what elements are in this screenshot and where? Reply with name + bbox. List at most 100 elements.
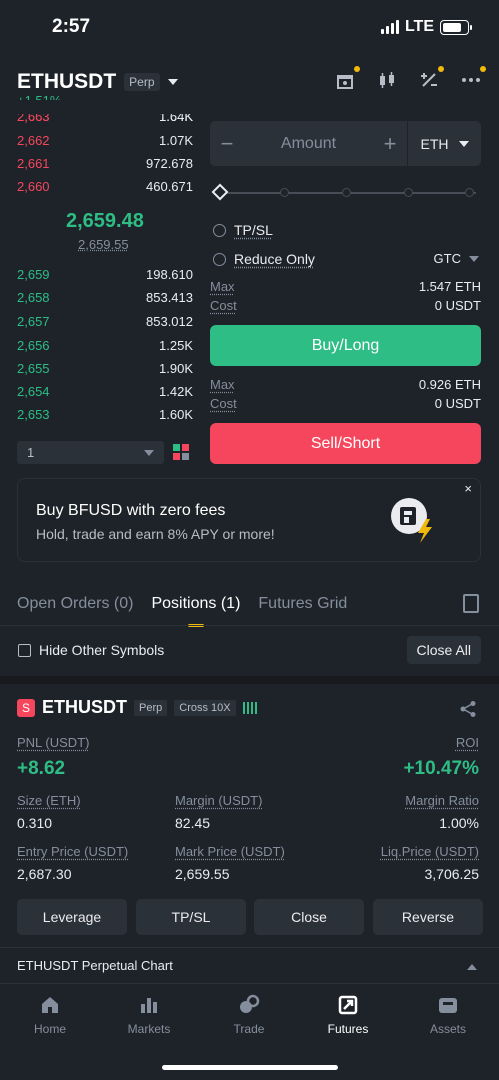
- position-symbol[interactable]: ETHUSDT: [42, 697, 127, 717]
- promo-banner[interactable]: Buy BFUSD with zero fees Hold, trade and…: [17, 478, 481, 562]
- last-price: 2,659.48: [66, 210, 144, 232]
- trade-icon: [238, 994, 260, 1016]
- bid-row[interactable]: 2,657 853.012: [17, 313, 193, 329]
- radio-icon[interactable]: [213, 223, 226, 237]
- bid-row[interactable]: 2,655 1.90K: [17, 360, 193, 376]
- adl-indicator-icon: [242, 701, 257, 714]
- nav-assets[interactable]: Assets: [408, 994, 488, 1036]
- close-all-button[interactable]: Close All: [406, 636, 481, 664]
- nav-home[interactable]: Home: [10, 994, 90, 1036]
- nav-trade[interactable]: Trade: [209, 994, 289, 1036]
- bid-row[interactable]: 2,653 1.60K: [17, 406, 193, 422]
- margin-mode-tag[interactable]: Cross 10X: [174, 699, 236, 716]
- depth-value: 1: [27, 445, 35, 460]
- mark-price-label: Mark Price (USDT): [175, 844, 285, 859]
- markets-icon: [138, 994, 160, 1016]
- tpsl-button[interactable]: TP/SL: [136, 899, 246, 935]
- symbol-name: ETHUSDT: [17, 70, 117, 93]
- tab-positions[interactable]: Positions (1): [151, 595, 241, 627]
- leverage-button[interactable]: Leverage: [17, 899, 127, 935]
- reduce-only-option[interactable]: Reduce Only: [213, 251, 315, 267]
- position-header: S ETHUSDT Perp Cross 10X: [17, 697, 257, 718]
- symbol-selector[interactable]: ETHUSDT Perp: [17, 70, 178, 94]
- entry-price-label: Entry Price (USDT): [17, 844, 129, 859]
- chart-toggle[interactable]: ETHUSDT Perpetual Chart: [17, 958, 173, 973]
- ask-row[interactable]: 2,660 460.671: [17, 178, 193, 194]
- roi-label: ROI: [455, 735, 479, 750]
- tpsl-option[interactable]: TP/SL: [213, 222, 273, 238]
- sell-cost-row: Cost 0 USDT: [210, 396, 481, 411]
- chevron-down-icon: [469, 255, 479, 262]
- mark-price: 2,659.55: [78, 237, 129, 252]
- bfusd-logo-icon: [390, 497, 440, 550]
- status-time: 2:57: [52, 16, 91, 37]
- tab-open-orders[interactable]: Open Orders (0): [17, 595, 134, 612]
- futures-icon: [337, 994, 359, 1016]
- margin-label: Margin (USDT): [175, 793, 263, 808]
- divider: [0, 625, 499, 626]
- size-label: Size (ETH): [17, 793, 81, 808]
- amount-input[interactable]: − Amount + ETH: [210, 121, 481, 166]
- ask-row[interactable]: 2,662 1.07K: [17, 132, 193, 148]
- checkbox-icon[interactable]: [18, 643, 31, 657]
- promo-subtitle: Hold, trade and earn 8% APY or more!: [36, 526, 275, 542]
- battery-icon: [440, 19, 472, 35]
- more-icon[interactable]: [461, 66, 486, 90]
- unit-selector[interactable]: ETH: [407, 121, 481, 166]
- candlestick-icon[interactable]: [377, 70, 397, 90]
- margin-ratio-value: 1.00%: [439, 815, 479, 831]
- gift-icon[interactable]: [335, 66, 360, 90]
- orderbook-layout-icon[interactable]: [173, 444, 189, 460]
- chevron-up-icon[interactable]: [467, 964, 477, 970]
- nav-futures[interactable]: Futures: [308, 994, 388, 1036]
- order-history-icon[interactable]: [463, 594, 479, 613]
- wallet-icon: [437, 994, 459, 1016]
- promo-title: Buy BFUSD with zero fees: [36, 502, 226, 519]
- bottom-nav: Home Markets Trade Futures Assets: [0, 983, 499, 1080]
- bid-row[interactable]: 2,659 198.610: [17, 266, 193, 282]
- mark-price-value: 2,659.55: [175, 866, 230, 882]
- increase-button[interactable]: +: [383, 130, 397, 156]
- decrease-button[interactable]: −: [220, 130, 234, 156]
- network-label: LTE: [404, 18, 434, 35]
- roi-value: +10.47%: [403, 758, 479, 779]
- close-icon[interactable]: ×: [464, 481, 472, 496]
- bid-row[interactable]: 2,658 853.413: [17, 289, 193, 305]
- amount-placeholder[interactable]: Amount: [280, 134, 337, 152]
- close-position-button[interactable]: Close: [254, 899, 364, 935]
- share-icon[interactable]: [459, 700, 477, 723]
- buy-cost-row: Cost 0 USDT: [210, 298, 481, 313]
- bid-row[interactable]: 2,654 1.42K: [17, 383, 193, 399]
- time-in-force-selector[interactable]: GTC: [434, 251, 479, 266]
- amount-slider[interactable]: [211, 183, 476, 201]
- positions-tabs: Open Orders (0) Positions (1) Futures Gr…: [17, 595, 348, 627]
- pnl-value: +8.62: [17, 758, 66, 779]
- short-badge: S: [17, 698, 35, 717]
- ask-row[interactable]: 2,661 972.678: [17, 155, 193, 171]
- sell-short-button[interactable]: Sell/Short: [210, 423, 481, 464]
- divider: [0, 676, 499, 684]
- margin-value: 82.45: [175, 815, 211, 831]
- nav-markets[interactable]: Markets: [109, 994, 189, 1036]
- status-indicators: LTE: [380, 18, 472, 36]
- buy-max-row: Max 1.547 ETH: [210, 279, 481, 294]
- calculator-icon[interactable]: [419, 66, 444, 90]
- chevron-down-icon: [458, 140, 469, 147]
- hide-other-symbols[interactable]: Hide Other Symbols: [18, 642, 164, 658]
- size-value: 0.310: [17, 815, 53, 831]
- home-icon: [39, 994, 61, 1016]
- signal-icon: [380, 20, 399, 34]
- liq-price-label: Liq.Price (USDT): [380, 844, 479, 859]
- perp-tag: Perp: [134, 699, 168, 716]
- buy-long-button[interactable]: Buy/Long: [210, 325, 481, 366]
- bid-row[interactable]: 2,656 1.25K: [17, 337, 193, 353]
- home-indicator[interactable]: [162, 1065, 338, 1070]
- slider-handle[interactable]: [211, 183, 229, 201]
- liq-price-value: 3,706.25: [424, 866, 480, 882]
- radio-icon[interactable]: [213, 252, 226, 266]
- perp-tag: Perp: [124, 73, 160, 91]
- tab-futures-grid[interactable]: Futures Grid: [258, 595, 348, 612]
- reverse-button[interactable]: Reverse: [373, 899, 483, 935]
- depth-selector[interactable]: 1: [17, 441, 164, 464]
